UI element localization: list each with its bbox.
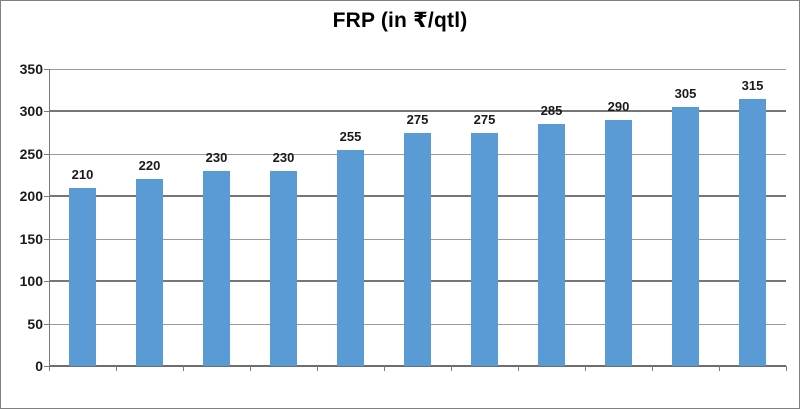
bar-value-label: 290 (607, 98, 630, 114)
x-axis-tick (652, 366, 653, 371)
bar-value-label: 275 (473, 111, 496, 127)
bar (69, 187, 96, 366)
y-axis-label: 100 (19, 273, 43, 290)
bar-value-label: 255 (339, 128, 362, 144)
y-axis-tick (44, 69, 49, 70)
plot-area: 0501001502002503003502102013-142202014-1… (20, 61, 787, 374)
y-axis-tick (44, 153, 49, 155)
x-axis-tick (719, 366, 720, 371)
bar-value-label: 285 (540, 103, 563, 119)
y-axis-label: 350 (19, 61, 43, 77)
y-axis-label: 0 (35, 358, 43, 374)
x-axis-tick (250, 366, 251, 371)
bar (739, 98, 766, 366)
x-axis-tick (585, 366, 586, 371)
bar (203, 170, 230, 366)
bar (136, 179, 163, 366)
x-axis-tick (183, 366, 184, 371)
y-axis-line (49, 69, 50, 371)
x-axis-tick (49, 366, 50, 371)
y-axis-label: 200 (19, 188, 43, 205)
bar-value-label: 210 (71, 166, 94, 182)
y-axis-tick (44, 111, 49, 113)
bar (270, 170, 297, 366)
bar (538, 124, 565, 366)
x-axis-tick (384, 366, 385, 371)
x-axis-line (49, 365, 786, 367)
y-axis-tick (44, 366, 49, 367)
chart-title: FRP (in ₹/qtl) (332, 9, 468, 32)
y-axis-tick (44, 281, 49, 283)
bar (672, 107, 699, 366)
y-axis-label: 50 (27, 315, 43, 332)
y-axis-label: 250 (19, 145, 43, 162)
y-axis-tick (44, 238, 49, 240)
y-axis-label: 300 (19, 103, 43, 120)
bar-value-label: 230 (272, 149, 295, 165)
y-axis-tick (44, 323, 49, 325)
y-axis-label: 150 (19, 230, 43, 247)
bar-value-label: 275 (406, 111, 429, 127)
bar (471, 132, 498, 366)
bar-value-label: 305 (674, 86, 697, 102)
bar (404, 132, 431, 366)
bar-value-label: 230 (205, 149, 228, 165)
bar (605, 119, 632, 366)
x-axis-tick (116, 366, 117, 371)
y-axis-tick (44, 196, 49, 198)
x-axis-tick (317, 366, 318, 371)
x-axis-tick (786, 366, 787, 371)
bar-value-label: 220 (138, 158, 161, 174)
bar (337, 149, 364, 366)
y-gridline (49, 69, 786, 70)
bar-value-label: 315 (741, 77, 764, 93)
x-axis-tick (518, 366, 519, 371)
x-axis-tick (451, 366, 452, 371)
y-gridline (49, 110, 786, 113)
